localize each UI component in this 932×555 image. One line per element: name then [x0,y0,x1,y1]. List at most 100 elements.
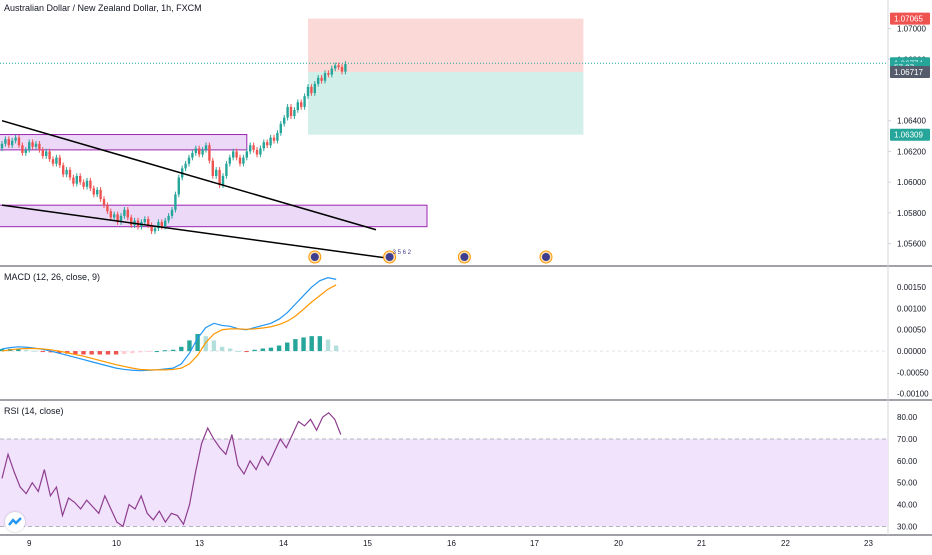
candle-body [293,109,296,117]
candle-body [235,151,238,158]
price-label-bg [890,12,930,25]
candle-body [313,83,316,94]
candle-body [62,165,65,175]
candle-body [75,176,78,184]
symbol-title: Australian Dollar / New Zealand Dollar, … [4,3,202,13]
candle-body [34,143,38,147]
candle-body [89,180,92,189]
candle-body [238,157,242,164]
candle-body [123,209,126,216]
candle-body [201,149,204,155]
take-profit-zone [308,72,584,135]
candle-body [334,65,337,69]
rsi-axis-label: 60.00 [897,457,918,466]
candle-body [198,148,201,155]
candle-body [289,106,293,117]
macd-histogram-bar [113,351,119,355]
candle-body [215,169,218,176]
price-axis-label: 1.05800 [897,209,926,218]
macd-histogram-bar [138,351,143,353]
candle-body [113,214,116,218]
candle-body [187,157,191,164]
candle-body [41,149,44,157]
price-axis-label: 1.06000 [897,178,926,187]
macd-axis-label: 0.00000 [897,347,926,356]
macd-histogram-bar [162,350,168,352]
macd-histogram-bar [40,351,45,353]
candle-body [160,222,163,227]
rsi-title: RSI (14, close) [4,406,64,416]
candle-body [28,142,31,150]
candle-body [310,86,313,94]
candle-body [48,151,51,160]
candle-body [153,228,157,232]
price-label: 1.06717 [894,68,923,77]
candle-body [320,77,323,81]
candle-body [330,68,333,75]
macd-histogram-bar [333,345,339,352]
macd-axis-label: 0.00150 [897,283,926,292]
price-axis-label: 1.06400 [897,117,926,126]
signal-line [1,284,337,371]
candle-body [17,137,21,146]
candle-body [255,149,259,155]
macd-histogram-bar [105,351,111,355]
candle-body [232,151,235,158]
candle-body [252,145,255,150]
candle-body [106,205,109,212]
macd-histogram-bar [130,351,135,354]
event-flag-icon [385,253,394,261]
candle-body [21,145,24,153]
rsi-axis-label: 70.00 [897,435,918,444]
macd-histogram-bar [24,349,29,352]
macd-axis-label: 0.00050 [897,326,926,335]
rsi-axis-label: 50.00 [897,479,918,488]
candle-body [45,151,48,157]
candle-body [38,143,41,150]
macd-histogram-bar [309,336,314,352]
candle-body [14,137,17,141]
candle-body [269,137,272,146]
macd-histogram-bar [285,342,290,352]
candle-body [211,160,214,176]
candle-body [82,182,85,187]
candle-body [92,188,95,195]
macd-histogram-bar [325,339,331,352]
rsi-axis-label: 80.00 [897,413,918,422]
event-marker-label: 3 5 6 2 [393,250,412,256]
macd-histogram-bar [89,351,94,355]
candle-body [344,63,347,72]
candle-body [58,157,61,166]
time-axis-label: 23 [864,539,873,548]
time-axis-label: 9 [27,539,32,548]
price-label: 1.07065 [894,15,923,24]
candle-body [300,102,303,107]
macd-histogram-bar [170,349,176,352]
candle-body [130,217,133,226]
time-axis-label: 21 [697,539,706,548]
macd-histogram-bar [48,351,54,353]
macd-histogram-bar [97,351,102,355]
candle-body [116,214,119,223]
macd-histogram-bar [81,351,86,355]
macd-histogram-bar [260,348,265,352]
time-axis-label: 15 [363,539,372,548]
candle-body [340,66,344,72]
tradingview-logo[interactable] [5,512,25,532]
candle-body [276,133,279,141]
price-label-bg [890,128,930,141]
price-axis-label: 1.07000 [897,25,926,34]
macd-histogram-bar [219,346,225,352]
macd-histogram-bar [146,351,151,353]
stop-loss-zone [308,18,584,73]
macd-histogram-bar [228,348,233,352]
candle-body [249,145,252,152]
time-axis-label: 10 [112,539,121,548]
event-flag-icon [542,253,550,261]
time-axis-label: 17 [530,539,539,548]
time-axis-label: 16 [447,539,456,548]
candle-body [96,189,99,195]
macd-histogram-bar [187,340,192,352]
